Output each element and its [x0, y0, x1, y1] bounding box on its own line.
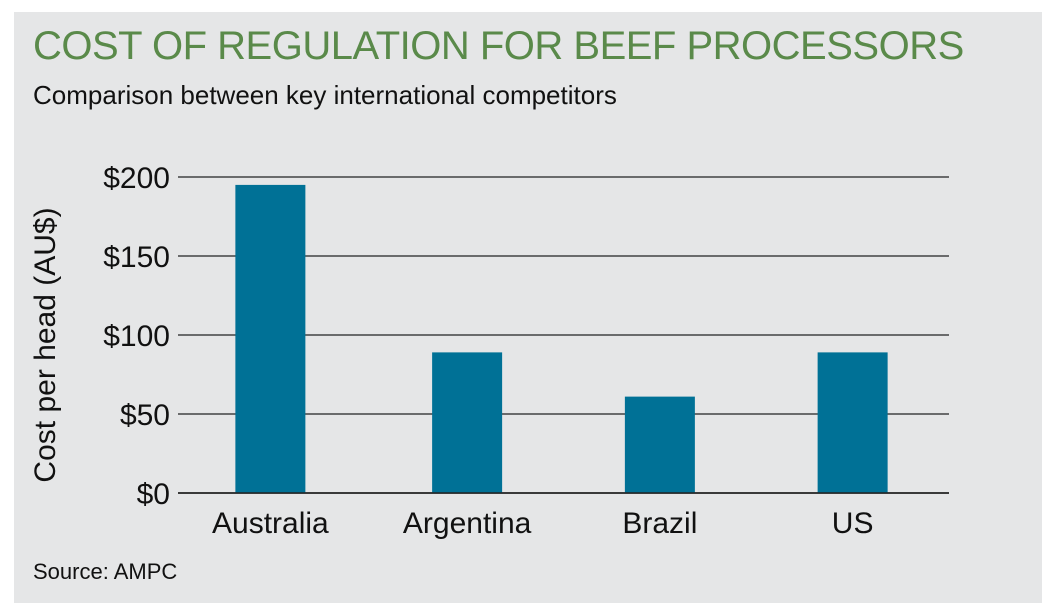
y-tick-label: $200: [103, 162, 170, 195]
y-tick-label: $0: [137, 478, 170, 511]
bar-argentina: [432, 352, 503, 493]
y-tick-labels: $0 $50 $100 $150 $200: [103, 162, 170, 511]
x-category-label: US: [832, 507, 874, 540]
x-category-label: Brazil: [622, 507, 697, 540]
chart-title: COST OF REGULATION FOR BEEF PROCESSORS: [33, 24, 964, 68]
category-labels: Australia Argentina Brazil US: [212, 507, 873, 540]
bars: [178, 184, 949, 494]
y-tick-label: $150: [103, 241, 170, 274]
bar-australia: [235, 184, 306, 493]
chart-subtitle: Comparison between key international com…: [33, 80, 617, 110]
y-tick-label: $100: [103, 320, 170, 353]
y-tick-label: $50: [120, 399, 170, 432]
bar-us: [817, 352, 888, 493]
chart-panel: [14, 12, 1042, 603]
source-note: Source: AMPC: [33, 559, 178, 584]
x-category-label: Australia: [212, 507, 329, 540]
y-axis-title: Cost per head (AU$): [29, 207, 62, 482]
x-category-label: Argentina: [403, 507, 532, 540]
bar-brazil: [624, 396, 695, 493]
